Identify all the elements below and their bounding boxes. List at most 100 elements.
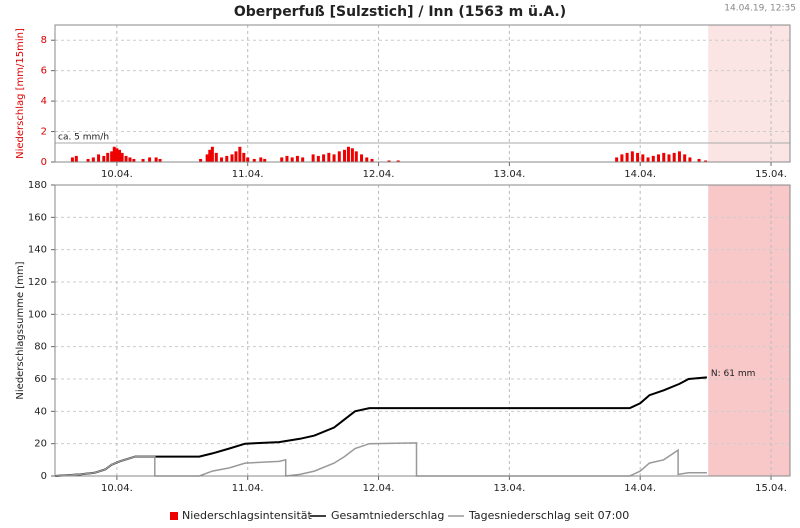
legend-label: Niederschlagsintensität <box>182 509 313 522</box>
bar <box>641 154 645 162</box>
bar <box>252 158 256 162</box>
bar <box>657 154 661 162</box>
bar <box>102 155 106 162</box>
bar <box>199 158 203 162</box>
bar <box>230 154 234 162</box>
bar <box>74 155 78 162</box>
legend-label: Tagesniederschlag seit 07:00 <box>468 509 629 522</box>
bar <box>677 151 681 162</box>
bar <box>343 149 347 162</box>
future-shade <box>708 185 790 476</box>
bar <box>396 160 400 162</box>
bar <box>630 151 634 162</box>
plot-area <box>55 185 790 476</box>
x-tick-label: 15.04. <box>755 169 787 180</box>
legend-swatch <box>170 512 178 520</box>
bar <box>672 152 676 162</box>
bar <box>106 152 110 162</box>
bar <box>208 149 212 162</box>
bar <box>295 155 299 162</box>
bar <box>387 160 391 162</box>
bar <box>327 152 331 162</box>
bar <box>365 157 369 162</box>
bar <box>205 154 209 162</box>
bar <box>158 158 162 162</box>
bar <box>290 157 294 162</box>
bar <box>646 157 650 162</box>
y-tick-label: 180 <box>28 180 47 191</box>
y-tick-label: 4 <box>41 96 47 107</box>
bar <box>242 152 246 162</box>
bar <box>70 157 74 162</box>
bar <box>120 152 124 162</box>
y-tick-label: 60 <box>34 374 47 385</box>
y-tick-label: 160 <box>28 212 47 223</box>
bar <box>220 157 224 162</box>
bar <box>354 151 358 162</box>
y-tick-label: 20 <box>34 439 47 450</box>
bar <box>86 158 90 162</box>
bar <box>259 157 263 162</box>
bar <box>667 154 671 162</box>
threshold-label: ca. 5 mm/h <box>58 132 109 142</box>
y-tick-label: 140 <box>28 245 47 256</box>
y-tick-label: 0 <box>41 471 47 482</box>
plot-area <box>55 25 790 162</box>
bar <box>154 157 158 162</box>
bar <box>625 152 629 162</box>
bar <box>662 152 666 162</box>
bar <box>141 158 145 162</box>
y-tick-label: 40 <box>34 406 47 417</box>
bar <box>128 157 132 162</box>
bar <box>346 146 350 162</box>
annotation: N: 61 mm <box>711 369 755 379</box>
x-tick-label: 12.04. <box>363 169 395 180</box>
bar <box>110 151 114 162</box>
y-tick-label: 8 <box>41 35 47 46</box>
bar <box>210 146 214 162</box>
x-tick-label: 12.04. <box>363 483 395 494</box>
bar <box>688 157 692 162</box>
bar <box>301 157 305 162</box>
bar <box>148 157 152 162</box>
plot-frame <box>54 24 791 163</box>
bar <box>615 157 619 162</box>
bar <box>704 160 708 162</box>
x-tick-label: 10.04. <box>101 169 133 180</box>
bar <box>322 154 326 162</box>
x-tick-label: 10.04. <box>101 483 133 494</box>
y-tick-label: 2 <box>41 127 47 138</box>
future-shade <box>708 25 790 162</box>
bar <box>238 146 242 162</box>
bar <box>214 152 218 162</box>
bar <box>117 149 121 162</box>
bar <box>360 154 364 162</box>
bar <box>337 151 341 162</box>
bar <box>697 158 701 162</box>
bar <box>316 155 320 162</box>
chart-title: Oberperfuß [Sulzstich] / Inn (1563 m ü.A… <box>234 4 566 20</box>
y-axis-label: Niederschlag [mm/15min] <box>15 28 26 159</box>
plot-frame <box>54 184 791 477</box>
x-tick-label: 14.04. <box>624 169 656 180</box>
x-tick-label: 13.04. <box>493 169 525 180</box>
x-tick-label: 11.04. <box>232 169 264 180</box>
y-tick-label: 120 <box>28 277 47 288</box>
x-tick-label: 14.04. <box>624 483 656 494</box>
bar <box>225 155 229 162</box>
bar <box>246 157 250 162</box>
bar <box>620 154 624 162</box>
bar <box>683 154 687 162</box>
y-tick-label: 100 <box>28 309 47 320</box>
y-tick-label: 0 <box>41 157 47 168</box>
bar <box>370 158 374 162</box>
bar <box>651 155 655 162</box>
bar <box>263 158 267 162</box>
y-tick-label: 6 <box>41 66 47 77</box>
bar <box>115 148 119 162</box>
x-tick-label: 15.04. <box>755 483 787 494</box>
bar <box>311 154 315 162</box>
bar <box>636 152 640 162</box>
bar <box>124 155 128 162</box>
bar <box>112 146 116 162</box>
